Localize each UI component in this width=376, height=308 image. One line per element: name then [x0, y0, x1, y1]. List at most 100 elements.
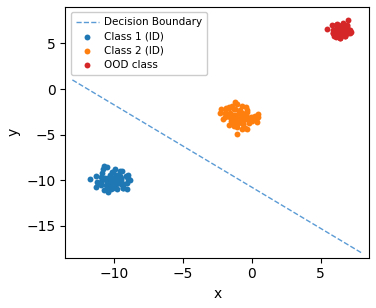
- Class 1 (ID): [106, 172, 112, 177]
- Class 2 (ID): [232, 121, 238, 126]
- Class 2 (ID): [239, 117, 245, 122]
- Class 1 (ID): [106, 181, 112, 186]
- Class 2 (ID): [233, 116, 239, 120]
- Class 1 (ID): [127, 178, 133, 183]
- OOD class: [334, 32, 340, 37]
- Class 1 (ID): [99, 171, 105, 176]
- Y-axis label: y: y: [7, 128, 21, 136]
- Class 2 (ID): [236, 114, 242, 119]
- Class 1 (ID): [119, 168, 125, 173]
- Class 1 (ID): [115, 179, 121, 184]
- Class 2 (ID): [232, 114, 238, 119]
- OOD class: [337, 35, 343, 40]
- Class 2 (ID): [240, 118, 246, 123]
- OOD class: [336, 26, 342, 31]
- Class 2 (ID): [231, 124, 237, 128]
- OOD class: [343, 34, 349, 38]
- OOD class: [341, 26, 347, 31]
- OOD class: [329, 23, 335, 28]
- OOD class: [332, 28, 338, 33]
- OOD class: [341, 24, 347, 29]
- Class 1 (ID): [117, 169, 123, 174]
- Class 1 (ID): [124, 176, 130, 181]
- X-axis label: x: x: [213, 287, 221, 301]
- Class 1 (ID): [125, 176, 131, 181]
- OOD class: [348, 30, 354, 34]
- OOD class: [335, 22, 341, 27]
- Class 1 (ID): [113, 182, 119, 187]
- Class 1 (ID): [87, 176, 93, 181]
- Class 2 (ID): [244, 127, 250, 132]
- Class 1 (ID): [106, 186, 112, 191]
- Class 2 (ID): [231, 107, 237, 111]
- Class 1 (ID): [100, 176, 106, 181]
- Class 2 (ID): [240, 122, 246, 127]
- OOD class: [338, 30, 344, 35]
- Class 2 (ID): [229, 114, 235, 119]
- Class 1 (ID): [114, 177, 120, 182]
- Class 1 (ID): [106, 179, 112, 184]
- Class 2 (ID): [227, 111, 233, 116]
- OOD class: [342, 31, 348, 36]
- OOD class: [344, 25, 350, 30]
- Class 2 (ID): [243, 114, 249, 119]
- OOD class: [338, 25, 344, 30]
- Class 2 (ID): [227, 112, 233, 117]
- Class 1 (ID): [107, 184, 113, 188]
- Class 1 (ID): [108, 178, 114, 183]
- Class 2 (ID): [232, 114, 238, 119]
- Class 1 (ID): [125, 172, 131, 177]
- Class 1 (ID): [109, 180, 115, 185]
- OOD class: [345, 30, 351, 35]
- Class 2 (ID): [247, 115, 253, 120]
- Class 2 (ID): [237, 108, 243, 113]
- OOD class: [334, 26, 340, 31]
- Class 1 (ID): [102, 176, 108, 181]
- Class 1 (ID): [103, 178, 109, 183]
- Class 1 (ID): [114, 176, 120, 181]
- Class 2 (ID): [228, 119, 234, 124]
- Class 1 (ID): [113, 178, 119, 183]
- Class 1 (ID): [98, 183, 104, 188]
- Class 1 (ID): [112, 167, 118, 172]
- OOD class: [335, 26, 341, 31]
- Class 1 (ID): [103, 182, 109, 187]
- Class 1 (ID): [108, 186, 114, 191]
- Class 1 (ID): [109, 176, 115, 180]
- Class 2 (ID): [243, 117, 249, 122]
- OOD class: [347, 27, 353, 32]
- Class 1 (ID): [100, 177, 106, 182]
- Class 2 (ID): [234, 101, 240, 106]
- Class 1 (ID): [114, 175, 120, 180]
- Class 1 (ID): [95, 180, 101, 185]
- Class 1 (ID): [93, 174, 99, 179]
- Class 1 (ID): [98, 179, 104, 184]
- Class 2 (ID): [234, 115, 240, 120]
- Class 1 (ID): [114, 177, 120, 182]
- OOD class: [338, 29, 344, 34]
- OOD class: [347, 31, 353, 36]
- Class 2 (ID): [250, 114, 256, 119]
- Class 1 (ID): [93, 185, 99, 190]
- OOD class: [340, 27, 346, 32]
- Class 1 (ID): [114, 173, 120, 178]
- Class 2 (ID): [243, 116, 249, 120]
- OOD class: [335, 29, 341, 34]
- OOD class: [343, 30, 349, 35]
- Class 2 (ID): [244, 110, 250, 115]
- Class 1 (ID): [120, 181, 126, 186]
- OOD class: [344, 26, 350, 31]
- Class 1 (ID): [111, 180, 117, 185]
- Class 2 (ID): [233, 113, 240, 118]
- Class 1 (ID): [118, 176, 124, 181]
- Class 2 (ID): [240, 103, 246, 108]
- OOD class: [324, 26, 330, 31]
- OOD class: [338, 28, 344, 33]
- OOD class: [343, 27, 349, 32]
- OOD class: [345, 30, 351, 35]
- Class 2 (ID): [249, 119, 255, 124]
- Class 2 (ID): [223, 107, 229, 112]
- Class 2 (ID): [225, 113, 231, 118]
- OOD class: [331, 33, 337, 38]
- OOD class: [335, 26, 341, 31]
